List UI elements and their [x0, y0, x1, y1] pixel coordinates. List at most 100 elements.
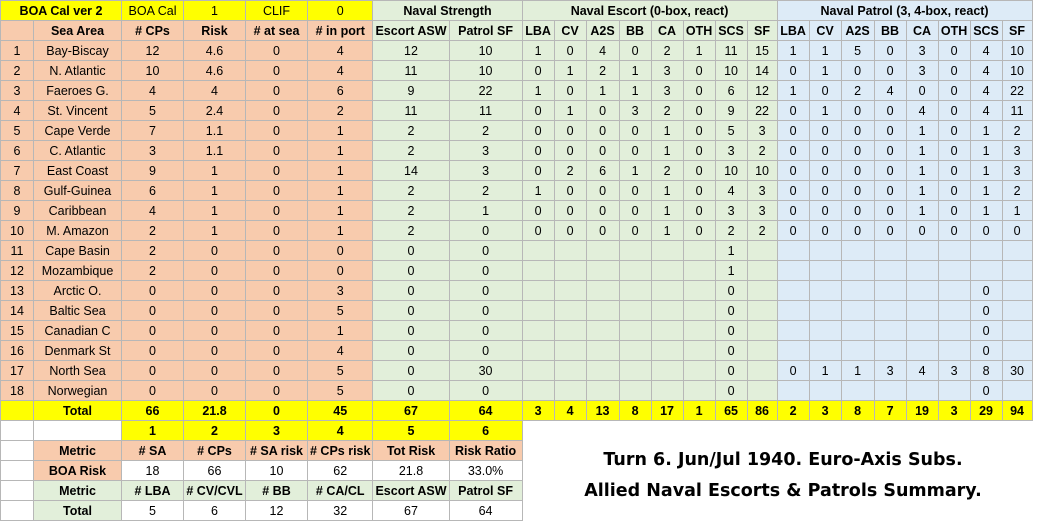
table-cell: 3	[650, 80, 684, 101]
table-cell: 0	[585, 140, 620, 161]
table-cell: 0	[840, 180, 875, 201]
table-cell: 4	[905, 360, 939, 381]
table-cell: 1	[521, 40, 555, 61]
sea-area-name: North Sea	[33, 360, 122, 381]
table-cell: 6	[121, 180, 184, 201]
table-cell: 2	[121, 260, 184, 281]
table-cell: 0	[682, 140, 716, 161]
table-cell	[808, 240, 842, 261]
table-cell: 11	[372, 100, 450, 121]
header-cell-title: BOA Cal ver 2	[0, 0, 122, 21]
table-cell: 0	[808, 180, 842, 201]
table-row: 9 Caribbean 4 1 0 1 2 1 0 0 0 0 1 0 3 3 0 0 0 0 1 0 1 1	[0, 200, 1033, 221]
table-cell: 0	[873, 140, 907, 161]
table-cell	[808, 320, 842, 341]
total-cell: 4	[553, 400, 587, 421]
table-cell: 0	[553, 40, 587, 61]
table-cell: 0	[448, 300, 523, 321]
table-cell	[1001, 340, 1033, 361]
table-cell: 8	[969, 360, 1003, 381]
table-cell	[905, 300, 939, 321]
table-cell: 2	[650, 160, 684, 181]
table-cell	[682, 260, 716, 281]
table-cell: 0	[245, 280, 308, 301]
column-header: Patrol SF	[448, 20, 523, 41]
table-cell: 14	[0, 300, 34, 321]
table-cell: 3	[746, 200, 778, 221]
total-cell: 7	[873, 400, 907, 421]
table-cell	[905, 240, 939, 261]
table-cell: 0	[937, 220, 971, 241]
table-cell: 0	[245, 360, 308, 381]
table-cell: 2	[121, 240, 184, 261]
metric-cell: 6	[183, 500, 246, 521]
column-header: BB	[873, 20, 907, 41]
table-cell: 1	[650, 140, 684, 161]
table-cell: 0	[969, 220, 1003, 241]
metric-label	[33, 420, 122, 441]
table-cell	[746, 360, 778, 381]
table-cell: 0	[183, 320, 246, 341]
table-cell	[618, 280, 652, 301]
sea-area-name: Caribbean	[33, 200, 122, 221]
table-cell: 0	[714, 380, 748, 401]
table-cell: 2	[372, 140, 450, 161]
table-cell: 0	[245, 220, 308, 241]
table-cell: 15	[746, 40, 778, 61]
table-cell: 0	[714, 280, 748, 301]
table-cell: 0	[553, 220, 587, 241]
table-cell: 0	[245, 300, 308, 321]
table-cell: 0	[585, 200, 620, 221]
table-cell	[937, 380, 971, 401]
table-cell: 2	[585, 60, 620, 81]
table-cell: 0	[585, 120, 620, 141]
table-cell: 0	[585, 180, 620, 201]
table-cell: 0	[808, 80, 842, 101]
header-cell: 1	[183, 0, 246, 21]
column-header: A2S	[585, 20, 620, 41]
table-cell: 0	[448, 220, 523, 241]
table-cell: 4	[873, 80, 907, 101]
table-cell: 3	[1001, 160, 1033, 181]
table-cell: 1	[553, 100, 587, 121]
table-cell	[682, 240, 716, 261]
table-cell: 0	[682, 200, 716, 221]
table-cell	[1001, 320, 1033, 341]
table-cell: 1	[808, 360, 842, 381]
spacer-cell	[0, 500, 34, 521]
table-cell: 0	[121, 280, 184, 301]
table-cell: 0	[840, 200, 875, 221]
table-cell: 9	[121, 160, 184, 181]
table-cell: 2	[840, 80, 875, 101]
table-cell: 6	[714, 80, 748, 101]
table-cell: 3	[650, 60, 684, 81]
table-cell	[937, 240, 971, 261]
table-row: 8 Gulf-Guinea 6 1 0 1 2 2 1 0 0 0 1 0 4 3 0 0 0 0 1 0 1 2	[0, 180, 1033, 201]
table-cell: 1	[776, 40, 810, 61]
table-cell: 0	[121, 380, 184, 401]
table-cell: 0	[553, 200, 587, 221]
table-cell: 4	[121, 80, 184, 101]
table-cell: 1	[183, 220, 246, 241]
table-cell: 9	[714, 100, 748, 121]
blank-area	[522, 480, 1033, 501]
total-cell	[0, 400, 34, 421]
table-cell: 1	[650, 120, 684, 141]
table-cell: 9	[0, 200, 34, 221]
table-cell	[905, 320, 939, 341]
spacer-cell	[0, 420, 34, 441]
table-cell: 0	[840, 60, 875, 81]
table-cell	[840, 340, 875, 361]
sea-area-name: Gulf-Guinea	[33, 180, 122, 201]
table-cell: 11	[372, 60, 450, 81]
metric-cell: 21.8	[372, 460, 450, 481]
table-cell: 1	[618, 60, 652, 81]
column-header: OTH	[937, 20, 971, 41]
table-cell	[521, 320, 555, 341]
table-cell: 0	[521, 60, 555, 81]
table-cell	[585, 380, 620, 401]
table-cell: 0	[372, 380, 450, 401]
table-cell: 4	[969, 60, 1003, 81]
table-cell: 0	[245, 240, 308, 261]
table-cell: 18	[0, 380, 34, 401]
